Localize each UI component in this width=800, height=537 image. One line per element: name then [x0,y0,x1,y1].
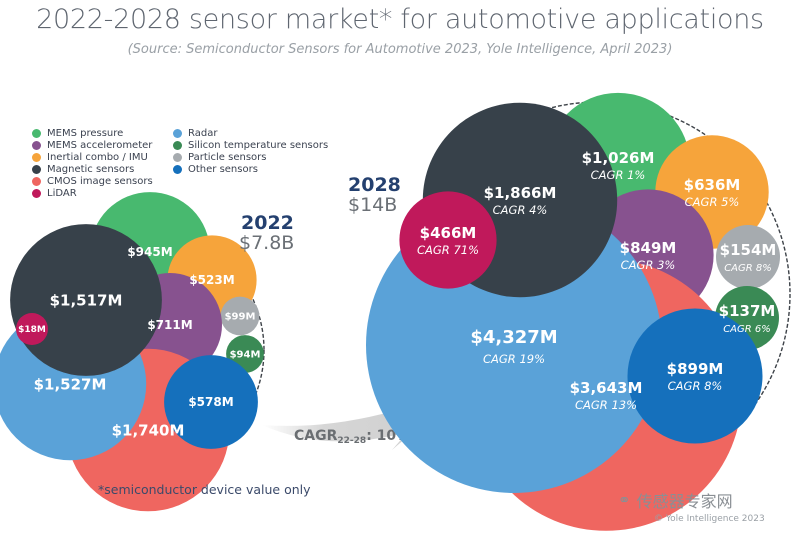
legend-label: MEMS pressure [47,127,124,139]
bubble-value-label: $3,643M [570,379,643,397]
bubble-particle-sensors-2028 [716,225,780,289]
bubble-particle-sensors-2022 [220,296,260,336]
bubble-value-label: $4,327M [470,327,557,348]
legend-swatch [173,164,182,174]
legend-item: LiDAR [32,187,153,199]
bubble-value-label: $1,517M [50,291,123,309]
legend-item: Inertial combo / IMU [32,151,153,163]
bubble-value-label: $99M [225,312,256,323]
bubble-value-label: $466M [420,224,477,242]
bubble-cagr-label: CAGR 8% [724,263,772,274]
bubble-value-label: $94M [230,350,261,361]
legend-item: Silicon temperature sensors [173,139,328,151]
year-2028-label: 2028 [348,174,401,196]
bubble-value-label: $1,527M [34,375,107,393]
chart-title: 2022-2028 sensor market* for automotive … [36,4,764,35]
legend-item: Magnetic sensors [32,163,153,175]
legend-label: Particle sensors [188,151,267,163]
chart-subtitle: (Source: Semiconductor Sensors for Autom… [127,42,673,57]
legend-swatch [32,188,41,198]
watermark: ⚭ 传感器专家网 [618,488,733,512]
bubble-value-label: $578M [188,395,233,409]
legend-label: Silicon temperature sensors [188,139,329,151]
legend-item: CMOS image sensors [32,175,153,187]
legend-label: CMOS image sensors [47,175,153,187]
legend-item: Other sensors [173,163,328,175]
legend-swatch [32,152,41,162]
bubble-value-label: $711M [147,318,192,332]
bubble-magnetic-sensors-2022 [10,224,162,376]
legend-swatch [173,140,182,150]
total-2022-label: $7.8B [239,232,295,254]
growth-arrow [262,395,440,450]
bubble-lidar-2022 [16,313,48,345]
legend-label: Inertial combo / IMU [47,151,148,163]
bubble-value-label: $1,740M [112,421,185,439]
bubble-other-sensors-2028 [627,308,763,444]
overall-cagr-label: CAGR22-28: 10% [294,428,410,446]
bubble-lidar-2028 [399,191,497,289]
legend-swatch [32,128,41,138]
legend-label: LiDAR [47,187,77,199]
enclosing-circle-2022 [19,227,265,473]
bubble-cagr-label: CAGR 1% [591,168,646,182]
legend-item: MEMS pressure [32,127,153,139]
bubble-value-label: $18M [18,325,46,335]
bubble-value-label: $849M [620,239,677,257]
legend-label: Magnetic sensors [47,163,135,175]
bubble-value-label: $154M [720,241,777,259]
legend-swatch [32,164,41,174]
footnote: *semiconductor device value only [98,482,311,497]
legend-item: Radar [173,127,328,139]
bubble-value-label: $137M [719,302,776,320]
legend-label: Other sensors [188,163,258,175]
bubble-cagr-label: CAGR 13% [575,398,637,412]
bubble-cagr-label: CAGR 5% [685,195,740,209]
bubble-cagr-label: CAGR 4% [493,203,548,217]
bubble-cagr-label: CAGR 3% [621,258,676,272]
bubble-value-label: $1,026M [582,149,655,167]
legend-swatch [173,152,182,162]
legend-swatch [173,128,182,138]
bubble-value-label: $636M [684,176,741,194]
legend-item: MEMS accelerometer [32,139,153,151]
total-2028-label: $14B [348,194,398,216]
bubble-cagr-label: CAGR 71% [417,243,479,257]
bubble-cagr-label: CAGR 8% [668,379,723,393]
legend-label: MEMS accelerometer [47,139,153,151]
bubble-value-label: $899M [667,360,724,378]
year-2022-label: 2022 [241,212,294,234]
watermark-text: 传感器专家网 [636,492,733,511]
copyright: © Yole Intelligence 2023 [654,514,765,524]
bubble-cagr-label: CAGR 19% [483,352,545,366]
bubble-cagr-label: CAGR 6% [723,324,771,335]
bubble-other-sensors-2022 [164,355,258,449]
bubble-value-label: $1,866M [484,184,557,202]
legend-swatch [32,140,41,150]
wechat-icon: ⚭ [618,491,631,509]
legend-item: Particle sensors [173,151,328,163]
bubble-value-label: $945M [127,245,172,259]
bubble-value-label: $523M [189,273,234,287]
legend-swatch [32,176,41,186]
legend-label: Radar [188,127,218,139]
bubbles-2022: $945M $523M $99M $94M $711M $1,740M $1,527M $57… [0,192,265,512]
